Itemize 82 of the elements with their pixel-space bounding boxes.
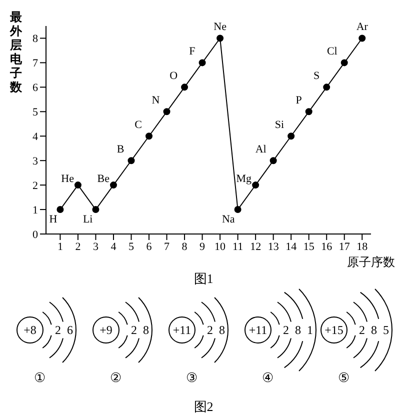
point: [128, 157, 135, 164]
x-tick-label: 10: [214, 240, 226, 253]
point: [234, 206, 242, 214]
annotation: H: [49, 214, 58, 226]
point: [92, 206, 100, 214]
text: ④: [262, 370, 274, 385]
y-tick-label: 5: [32, 106, 38, 119]
y-tick-label: 0: [32, 228, 38, 241]
text: +11: [248, 323, 268, 337]
text: ③: [186, 370, 198, 385]
y-tick-label: 2: [32, 180, 38, 192]
x-tick-label: 1: [57, 240, 63, 253]
text: 2 8: [207, 323, 225, 337]
point: [270, 157, 277, 164]
annotation: Si: [274, 119, 284, 132]
point: [74, 182, 82, 189]
annotation: O: [170, 70, 178, 82]
x-tick-label: 4: [110, 240, 117, 253]
y-tick-label: 7: [32, 58, 38, 70]
point: [216, 34, 224, 42]
x-tick-label: 6: [146, 240, 152, 253]
text: +9: [100, 323, 112, 337]
annotation: F: [189, 46, 196, 58]
annotation: B: [116, 144, 124, 156]
annotation: Mg: [236, 173, 252, 186]
x-axis-title: 原子序数: [347, 254, 395, 271]
x-tick-label: 9: [200, 240, 206, 253]
text: ①: [34, 370, 46, 385]
point: [146, 132, 153, 140]
point: [252, 182, 260, 189]
annotation: S: [313, 70, 320, 82]
text: ⑤: [338, 370, 350, 385]
caption: 图1: [192, 270, 214, 288]
caption: 图2: [192, 398, 214, 416]
annotation: C: [134, 119, 142, 132]
text: +8: [24, 323, 36, 337]
text: +11: [172, 323, 192, 337]
annotation: Be: [97, 173, 110, 186]
point: [163, 108, 170, 116]
point: [56, 206, 64, 214]
text: 2 8 5: [359, 323, 389, 337]
text: 2 8 1: [283, 323, 313, 337]
x-tick-label: 11: [232, 240, 244, 253]
x-tick-label: 17: [338, 240, 350, 253]
y-tick-label: 4: [32, 131, 38, 144]
x-tick-label: 3: [92, 240, 99, 253]
annotation: Li: [82, 214, 93, 226]
x-tick-label: 16: [321, 240, 333, 253]
y-axis-title: 最外层电子数: [10, 10, 23, 94]
annotation: Al: [255, 144, 266, 156]
text: +15: [324, 323, 344, 337]
annotation: He: [61, 173, 74, 186]
text: ②: [110, 370, 122, 385]
annotation: Na: [222, 214, 235, 226]
y-tick-label: 6: [32, 82, 38, 94]
x-tick-label: 12: [250, 240, 262, 253]
point: [305, 108, 312, 116]
x-tick-label: 14: [286, 240, 298, 253]
text: 2 8: [131, 323, 149, 337]
x-tick-label: 5: [128, 240, 134, 253]
annotation: Cl: [326, 46, 338, 58]
y-tick-label: 1: [32, 204, 38, 216]
annotation: P: [296, 94, 302, 107]
annotation: N: [152, 94, 160, 107]
point: [198, 59, 206, 66]
point: [323, 84, 330, 91]
x-tick-label: 8: [182, 240, 188, 253]
y-tick-label: 8: [32, 33, 38, 46]
annotation: Ar: [356, 21, 368, 34]
point: [340, 59, 348, 66]
x-tick-label: 13: [268, 240, 280, 253]
x-tick-label: 15: [303, 240, 315, 253]
x-tick-label: 7: [164, 240, 170, 253]
point: [288, 132, 295, 140]
y-tick-label: 3: [32, 155, 38, 168]
point: [181, 84, 188, 91]
annotation: Ne: [214, 21, 227, 34]
x-tick-label: 18: [356, 240, 368, 253]
text: 2 6: [55, 323, 73, 337]
x-tick-label: 2: [75, 240, 81, 253]
point: [358, 34, 366, 42]
point: [110, 182, 117, 189]
